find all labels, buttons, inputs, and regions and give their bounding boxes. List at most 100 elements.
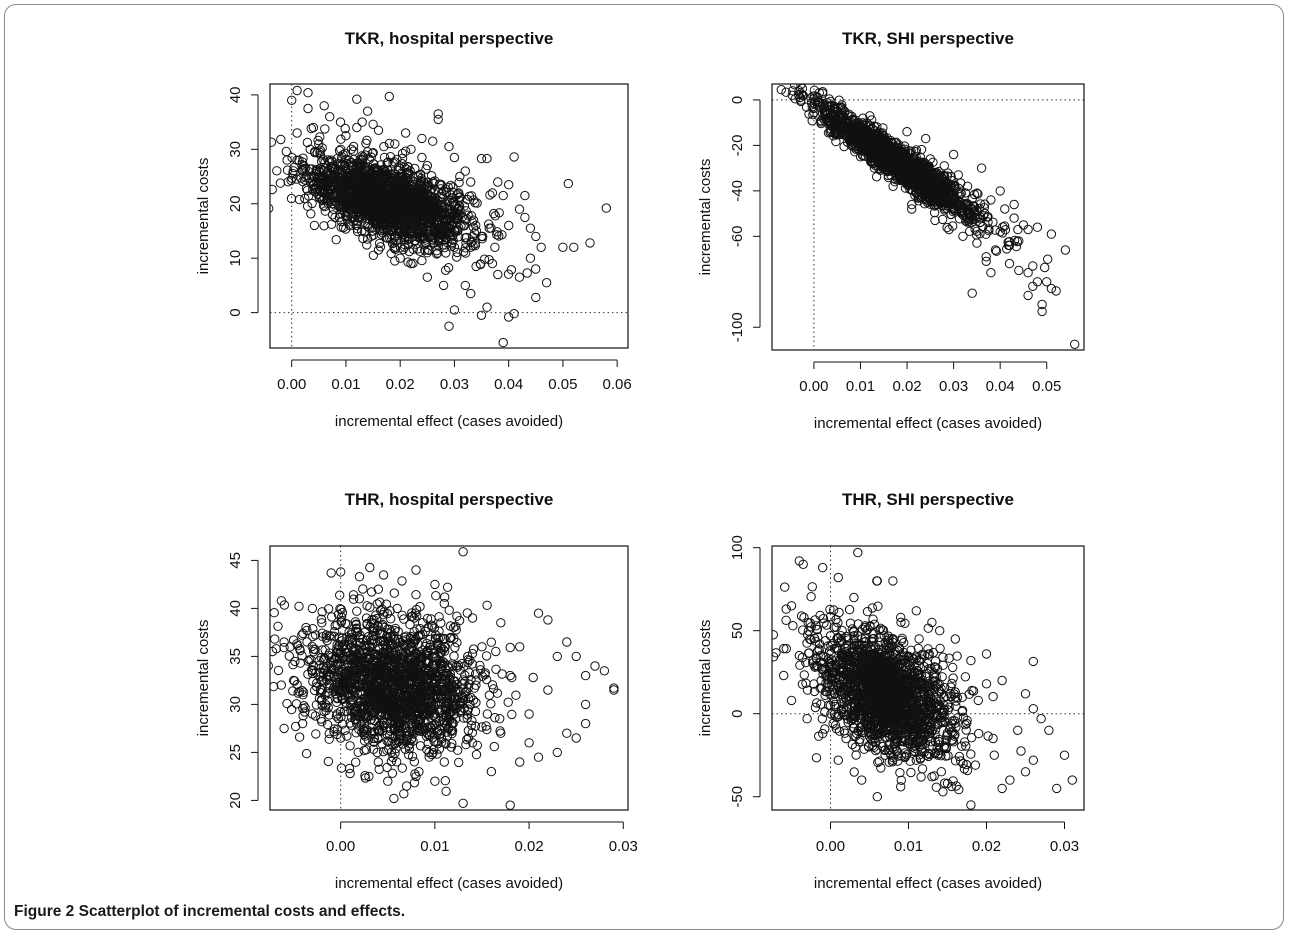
point-cloud — [776, 84, 1080, 349]
data-point — [398, 244, 408, 255]
data-point — [1028, 261, 1038, 271]
data-point — [378, 570, 389, 580]
data-point — [965, 226, 975, 237]
data-point — [363, 171, 373, 181]
data-point — [462, 608, 472, 618]
data-point — [922, 176, 932, 187]
data-point — [330, 212, 340, 223]
data-point — [944, 224, 954, 235]
data-point — [466, 692, 476, 703]
data-point — [1009, 235, 1020, 246]
data-point — [520, 212, 530, 223]
data-point — [466, 191, 477, 201]
data-point — [411, 590, 421, 600]
data-point — [409, 626, 419, 637]
data-point — [895, 174, 906, 184]
data-point — [297, 630, 307, 640]
data-point — [388, 225, 398, 236]
x-axis-label: incremental effect (cases avoided) — [814, 415, 1042, 432]
data-point — [351, 757, 361, 767]
data-point — [429, 237, 439, 247]
data-point — [340, 123, 350, 134]
data-point — [460, 166, 470, 176]
data-point — [463, 651, 473, 662]
data-point — [884, 154, 894, 164]
data-point — [400, 128, 411, 138]
data-point — [476, 153, 487, 164]
data-point — [362, 106, 373, 116]
data-point — [966, 203, 976, 213]
data-point — [289, 676, 300, 686]
data-point — [299, 701, 309, 711]
data-point — [865, 124, 875, 135]
data-point — [902, 127, 912, 137]
x-tick-label: 0.04 — [986, 378, 1015, 395]
data-point — [485, 190, 495, 200]
data-point — [449, 305, 460, 315]
data-point — [406, 144, 416, 155]
data-point — [444, 321, 454, 331]
data-point — [395, 163, 405, 174]
data-point — [459, 201, 470, 211]
data-point — [878, 123, 888, 133]
data-point — [400, 177, 410, 187]
data-point — [447, 738, 457, 749]
data-point — [466, 288, 476, 299]
data-point — [447, 728, 457, 739]
data-point — [929, 207, 940, 218]
x-tick-label: 0.03 — [939, 378, 968, 395]
data-point — [930, 183, 940, 193]
point-cloud — [270, 85, 611, 348]
data-point — [422, 225, 432, 235]
data-point — [1018, 220, 1029, 230]
data-point — [460, 280, 470, 291]
data-point — [988, 217, 998, 227]
data-point — [937, 214, 948, 225]
data-point — [1043, 254, 1053, 264]
data-point — [414, 767, 424, 777]
data-point — [913, 163, 924, 174]
data-point — [336, 134, 346, 144]
data-point — [494, 231, 504, 241]
data-point — [437, 203, 447, 213]
data-point — [314, 139, 324, 149]
data-point — [399, 789, 409, 799]
data-point — [420, 218, 430, 228]
data-point — [397, 221, 407, 231]
data-point — [320, 124, 330, 134]
data-point — [310, 711, 321, 721]
data-point — [385, 216, 395, 227]
data-point — [374, 238, 385, 249]
data-point — [341, 211, 351, 222]
data-point — [912, 158, 922, 168]
data-point — [528, 672, 538, 683]
data-point — [563, 178, 573, 189]
data-point — [433, 114, 443, 125]
data-point — [468, 644, 479, 654]
data-point — [928, 196, 938, 206]
data-point — [384, 188, 394, 198]
data-point — [322, 719, 333, 730]
data-point — [447, 237, 457, 248]
data-point — [991, 246, 1002, 256]
data-point — [834, 95, 844, 105]
data-point — [344, 168, 354, 178]
data-point — [297, 166, 308, 176]
data-point — [317, 171, 327, 181]
data-point — [273, 621, 283, 631]
data-point — [432, 216, 442, 226]
data-point — [855, 152, 866, 162]
data-point — [917, 191, 927, 202]
data-point — [384, 91, 394, 102]
data-point — [960, 188, 971, 198]
data-point — [886, 142, 896, 153]
data-point — [367, 148, 377, 159]
x-axis-label: incremental effect (cases avoided) — [335, 413, 563, 430]
data-point — [423, 177, 433, 187]
data-point — [276, 680, 286, 690]
data-point — [327, 210, 338, 220]
data-point — [422, 219, 433, 229]
data-point — [972, 226, 982, 237]
data-point — [921, 189, 932, 200]
data-point — [308, 180, 319, 190]
